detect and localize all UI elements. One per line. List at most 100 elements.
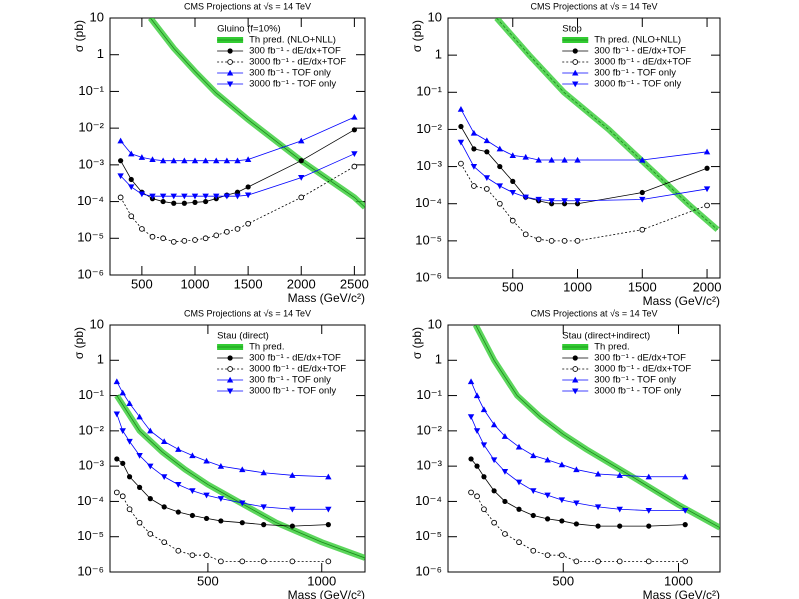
chart-title: CMS Projections at √s = 14 TeV — [530, 308, 657, 318]
data-point — [181, 157, 188, 164]
data-point — [530, 547, 537, 554]
data-point — [530, 512, 536, 519]
data-point — [234, 193, 241, 200]
x-tick-label: 1000 — [664, 573, 693, 588]
data-point — [289, 472, 296, 478]
y-tick-label: 10⁻⁵ — [415, 232, 442, 247]
data-point — [325, 522, 331, 528]
data-point — [639, 196, 646, 203]
legend-marker — [226, 69, 234, 76]
data-point — [522, 153, 529, 160]
plot-area — [467, 325, 720, 565]
data-point — [457, 139, 465, 146]
data-point — [548, 238, 555, 244]
line — [496, 18, 718, 230]
data-point — [704, 202, 710, 209]
line — [116, 413, 329, 510]
data-point — [192, 199, 198, 205]
y-tick-label: 10⁻² — [416, 121, 442, 136]
y-tick-label: 10⁻⁴ — [77, 493, 104, 508]
legend-marker — [572, 69, 579, 76]
legend-marker — [572, 388, 579, 395]
data-point — [126, 438, 133, 445]
data-point — [113, 411, 121, 418]
legend-marker — [226, 388, 234, 395]
legend-label: Th pred. — [594, 342, 629, 353]
legend-label: Th pred. — [249, 342, 284, 353]
legend-marker — [572, 59, 579, 65]
data-point — [170, 238, 177, 245]
data-point — [516, 506, 522, 512]
x-axis-label: Mass (GeV/c²) — [288, 291, 365, 305]
data-point — [213, 157, 220, 164]
data-point — [192, 237, 198, 243]
line — [470, 416, 686, 511]
data-point — [491, 519, 497, 526]
y-tick-label: 10⁻² — [416, 422, 442, 437]
line — [475, 325, 720, 529]
data-point — [147, 427, 154, 434]
data-point — [561, 238, 568, 244]
data-point — [138, 154, 146, 160]
data-point — [175, 509, 181, 515]
data-point — [202, 157, 209, 164]
y-axis-label: σ (pb) — [72, 20, 86, 52]
data-point — [298, 158, 304, 164]
legend-label: Th pred. (NLO+NLL) — [594, 35, 681, 46]
data-point — [516, 539, 522, 546]
data-point — [470, 129, 478, 136]
data-point — [682, 522, 688, 528]
y-tick-label: 10⁻³ — [416, 158, 442, 173]
line — [116, 395, 365, 559]
chart-title: CMS Projections at √s = 14 TeV — [530, 1, 657, 11]
data-point — [594, 504, 602, 511]
y-axis-label: σ (pb) — [72, 327, 86, 359]
data-point — [484, 186, 490, 192]
data-point — [119, 428, 126, 435]
panel: CMS Projections at √s = 14 TeV 10⁻⁶ 10⁻⁵ 10… — [410, 1, 721, 308]
legend-label: 3000 fb⁻¹ - dE/dx+TOF — [594, 364, 691, 375]
data-point — [223, 193, 231, 200]
data-point — [218, 558, 224, 565]
data-point — [289, 523, 295, 529]
data-point — [474, 493, 480, 500]
data-point — [325, 506, 332, 513]
data-point — [501, 469, 509, 475]
data-point — [502, 531, 508, 537]
data-point — [544, 516, 551, 522]
data-point — [468, 456, 474, 462]
data-point — [136, 452, 143, 459]
data-point — [213, 232, 220, 239]
data-point — [351, 163, 358, 170]
y-tick-label: 10⁻⁶ — [77, 563, 104, 578]
data-point — [298, 137, 305, 144]
data-point — [175, 547, 182, 554]
data-point — [298, 175, 305, 181]
data-point — [502, 498, 508, 505]
y-axis-label: σ (pb) — [410, 20, 424, 52]
data-point — [128, 184, 135, 191]
data-point — [149, 233, 156, 240]
y-tick-label: 10⁻¹ — [78, 387, 104, 402]
y-tick-label: 1 — [97, 352, 104, 367]
data-point — [535, 156, 542, 163]
data-point — [160, 198, 166, 205]
data-point — [147, 463, 154, 470]
data-point — [245, 184, 251, 190]
data-point — [244, 156, 252, 163]
x-tick-label: 2500 — [340, 276, 369, 291]
data-point — [298, 194, 305, 201]
data-point — [467, 414, 475, 421]
y-tick-label: 10⁻⁴ — [415, 493, 442, 508]
data-point — [544, 456, 551, 463]
data-point — [224, 228, 230, 235]
y-tick-label: 10⁻² — [78, 422, 104, 437]
data-point — [639, 156, 646, 163]
legend-label: 300 fb⁻¹ - TOF only — [249, 68, 331, 79]
data-point — [645, 558, 652, 565]
data-point — [239, 466, 246, 473]
data-point — [458, 123, 464, 130]
data-point — [191, 157, 199, 164]
x-axis-label: Mass (GeV/c²) — [643, 294, 720, 308]
legend-title: Gluino (f=10%) — [217, 24, 281, 35]
